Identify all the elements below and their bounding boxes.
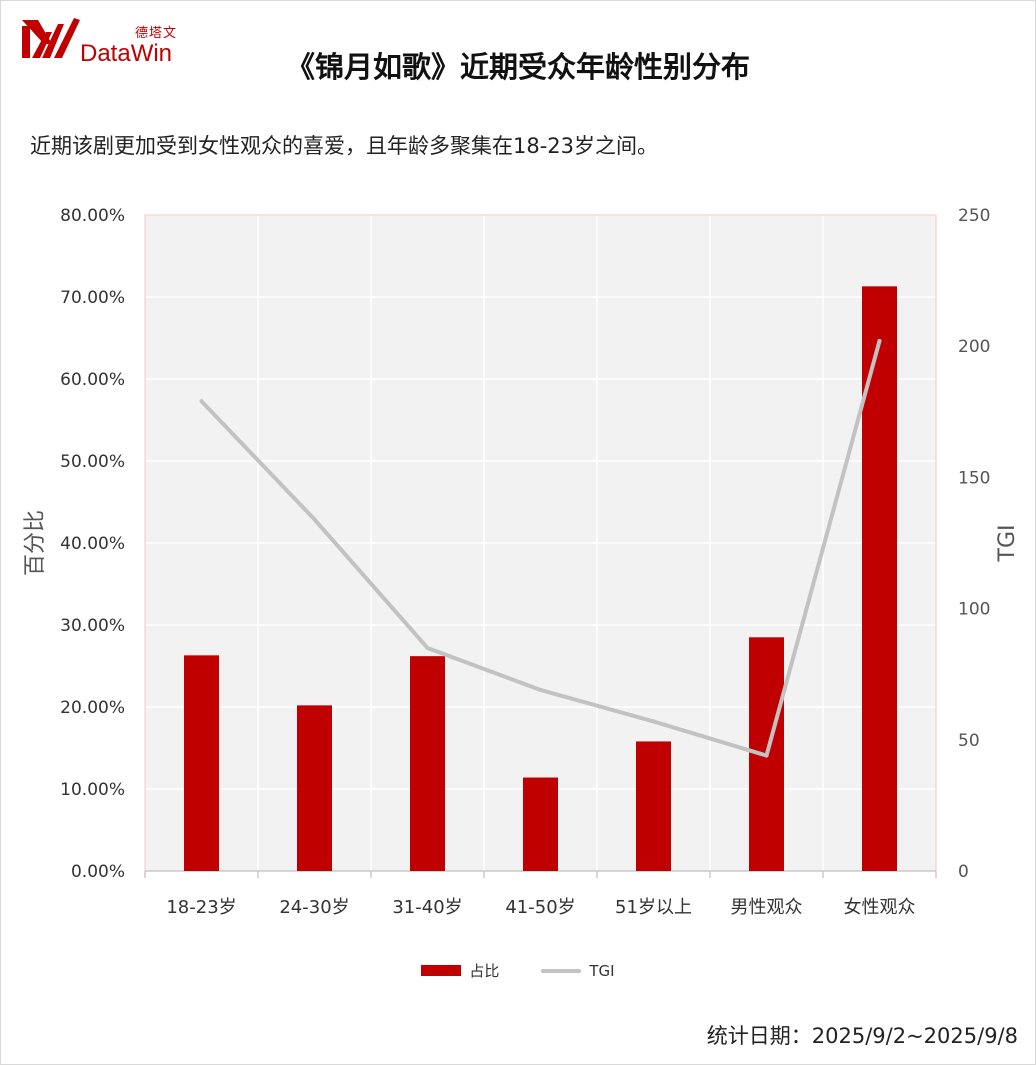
y2-axis-title: TGI (995, 525, 1020, 563)
y-tick-label: 0.00% (71, 862, 125, 882)
chart-subtitle: 近期该剧更加受到女性观众的喜爱，且年龄多聚集在18-23岁之间。 (30, 134, 659, 158)
y2-tick-label: 250 (958, 206, 990, 226)
y2-tick-label: 100 (958, 600, 990, 620)
y2-tick-label: 200 (958, 337, 990, 357)
legend: 占比 TGI (0, 960, 1036, 981)
tgi-point-7 (877, 338, 882, 343)
bar-2 (297, 705, 332, 871)
y-tick-label: 50.00% (60, 452, 125, 472)
legend-item-line: TGI (541, 960, 615, 981)
x-tick-label: 男性观众 (731, 897, 803, 918)
tgi-point-6 (764, 753, 769, 758)
x-tick-label: 女性观众 (844, 897, 916, 918)
brand-name-en: DataWin (80, 40, 173, 67)
y-tick-label: 80.00% (60, 206, 125, 226)
y2-tick-label: 0 (958, 862, 969, 882)
x-tick-label: 41-50岁 (505, 897, 575, 918)
y-tick-label: 60.00% (60, 370, 125, 390)
tgi-point-2 (312, 517, 317, 522)
y-tick-label: 30.00% (60, 616, 125, 636)
bar-1 (184, 655, 219, 871)
x-tick-label: 31-40岁 (392, 897, 462, 918)
y-tick-label: 70.00% (60, 288, 125, 308)
y2-tick-label: 150 (958, 468, 990, 488)
legend-item-bar: 占比 (421, 960, 499, 981)
tgi-point-5 (651, 719, 656, 724)
x-tick-label: 51岁以上 (615, 897, 692, 918)
y2-tick-label: 50 (958, 731, 980, 751)
y-tick-label: 20.00% (60, 698, 125, 718)
bar-3 (410, 656, 445, 871)
tgi-point-1 (199, 399, 204, 404)
datawin-logo (18, 14, 198, 74)
y-axis-title: 百分比 (23, 510, 48, 576)
tgi-point-3 (425, 645, 430, 650)
chart-title: 《锦月如歌》近期受众年龄性别分布 (285, 50, 750, 84)
y-tick-label: 40.00% (60, 534, 125, 554)
legend-swatch-bar (421, 965, 462, 976)
y-tick-label: 10.00% (60, 780, 125, 800)
brand-name-cn: 德塔文 (135, 26, 178, 41)
date-range-footer: 统计日期：2025/9/2~2025/9/8 (706, 1024, 1018, 1048)
legend-label-line: TGI (589, 961, 615, 980)
tgi-point-4 (538, 687, 543, 692)
x-tick-label: 24-30岁 (279, 897, 349, 918)
legend-swatch-line (541, 968, 582, 973)
bar-5 (636, 741, 671, 871)
x-tick-label: 18-23岁 (166, 897, 236, 918)
legend-label-bar: 占比 (469, 962, 500, 980)
bar-4 (523, 777, 558, 871)
datawin-logo-icon (22, 18, 80, 58)
bar-7 (862, 286, 897, 872)
